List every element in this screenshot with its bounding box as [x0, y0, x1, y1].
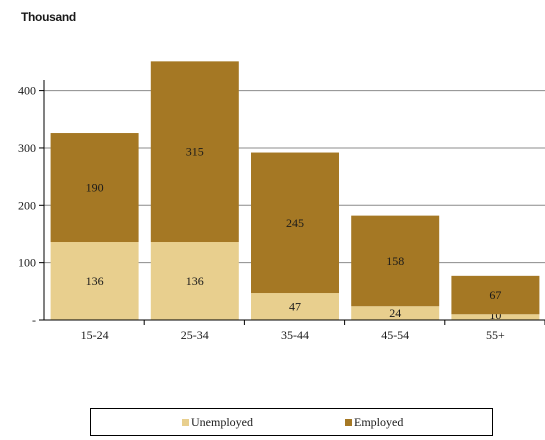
y-tick-label: 200: [18, 198, 36, 212]
legend-swatch-unemployed: [182, 419, 189, 426]
legend: Unemployed Employed: [90, 408, 493, 436]
bar-employed-15-24: [50, 133, 139, 243]
data-label-unemployed: 136: [86, 274, 104, 288]
data-label-unemployed: 24: [389, 306, 401, 320]
unit-label: Thousand: [21, 10, 76, 24]
x-tick-label: 25-34: [181, 328, 209, 342]
axes: - 100 200 300 400 15-24 25-34 35-44 45-54 55+: [18, 80, 545, 342]
bar-employed-45-54: [351, 215, 440, 307]
legend-item-employed: Employed: [345, 415, 403, 430]
legend-label-employed: Employed: [354, 415, 404, 429]
x-tick-label: 35-44: [281, 328, 309, 342]
bar-unemployed-15-24: [50, 242, 139, 320]
legend-label-unemployed: Unemployed: [191, 415, 253, 429]
data-label-employed: 158: [386, 254, 404, 268]
x-tick-label: 55+: [486, 328, 505, 342]
bar-employed-55+: [451, 275, 540, 315]
data-label-unemployed: 136: [186, 274, 204, 288]
data-label-employed: 245: [286, 216, 304, 230]
y-tick-label: 400: [18, 84, 36, 98]
bar-unemployed-55+: [451, 314, 540, 320]
data-label-employed: 190: [86, 181, 104, 195]
bar-employed-25-34: [150, 61, 239, 243]
bar-unemployed-25-34: [150, 242, 239, 320]
legend-swatch-employed: [345, 419, 352, 426]
x-tick-label: 45-54: [381, 328, 409, 342]
y-tick-label: 300: [18, 141, 36, 155]
bar-unemployed-35-44: [251, 293, 339, 320]
data-label-employed: 315: [186, 145, 204, 159]
data-label-employed: 67: [489, 288, 501, 302]
x-tick-label: 15-24: [81, 328, 109, 342]
y-tick-label: 100: [18, 256, 36, 270]
y-tick-label: -: [32, 313, 36, 327]
data-label-unemployed: 47: [289, 300, 301, 314]
legend-item-unemployed: Unemployed: [182, 415, 253, 430]
bar-unemployed-45-54: [351, 306, 440, 320]
bar-employed-35-44: [251, 152, 339, 294]
